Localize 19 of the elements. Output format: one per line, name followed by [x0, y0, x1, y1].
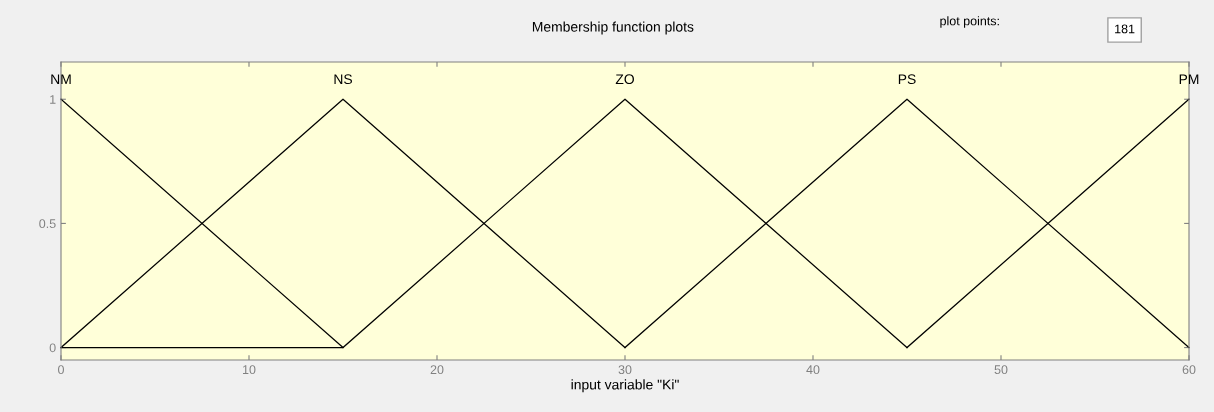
x-tick-label: 30 [618, 365, 632, 375]
x-tick-label: 10 [243, 365, 256, 375]
x-tick-label: 20 [430, 365, 444, 375]
series-label: NM [51, 74, 71, 84]
series-label: PM [1179, 74, 1199, 84]
y-tick-label: 1 [50, 95, 56, 104]
x-tick-label: 60 [1182, 365, 1196, 375]
series-label: NS [334, 74, 353, 85]
series-label: PS [898, 74, 916, 85]
x-axis-title: input variable "Ki" [571, 379, 679, 393]
x-tick-label: 40 [806, 365, 820, 375]
x-tick-label: 50 [994, 365, 1008, 375]
chart-title: Membership function plots [532, 21, 694, 35]
x-tick-label: 0 [58, 365, 64, 375]
text: plot points: [940, 16, 999, 28]
text: 181 [1115, 24, 1135, 34]
y-tick-label: 0.5 [39, 219, 56, 229]
y-tick-label: 0 [49, 343, 56, 353]
series-label: ZO [615, 74, 634, 85]
